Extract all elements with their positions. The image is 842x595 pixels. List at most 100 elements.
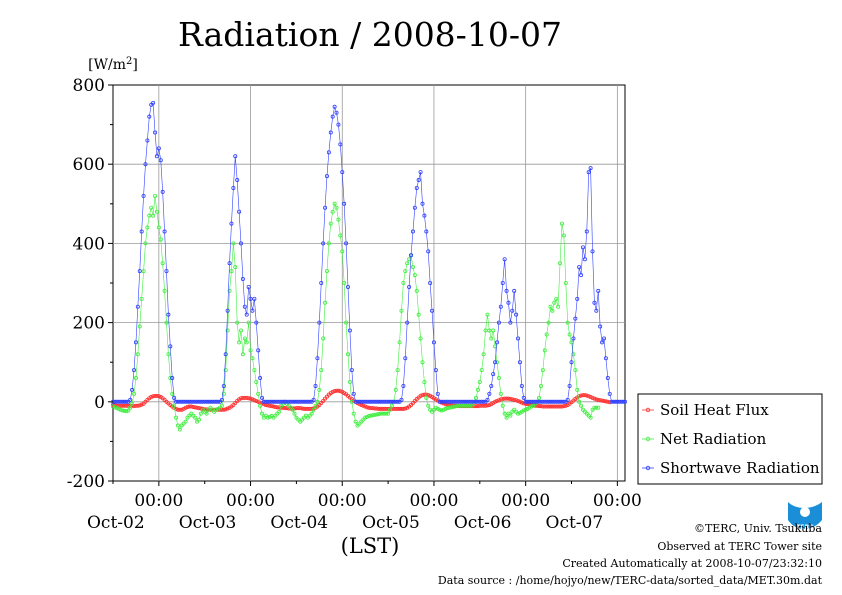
data-point-shortwave-radiation xyxy=(223,352,228,357)
data-point-net-radiation xyxy=(214,407,219,412)
data-point-soil-heat-flux xyxy=(240,395,245,400)
data-point-soil-heat-flux xyxy=(386,406,391,411)
data-point-net-radiation xyxy=(479,368,484,373)
data-point-shortwave-radiation xyxy=(443,399,448,404)
data-point-shortwave-radiation xyxy=(160,189,165,194)
data-point-shortwave-radiation xyxy=(407,284,412,289)
data-point-net-radiation xyxy=(420,360,425,365)
data-point-shortwave-radiation xyxy=(344,241,349,246)
data-point-shortwave-radiation xyxy=(559,399,564,404)
data-point-net-radiation xyxy=(135,352,140,357)
data-point-soil-heat-flux xyxy=(179,407,184,412)
data-point-soil-heat-flux xyxy=(307,406,312,411)
data-point-net-radiation xyxy=(544,332,549,337)
data-point-shortwave-radiation xyxy=(263,399,268,404)
data-point-soil-heat-flux xyxy=(596,397,601,402)
data-point-soil-heat-flux xyxy=(537,404,542,409)
data-point-shortwave-radiation xyxy=(391,399,396,404)
data-point-net-radiation xyxy=(351,411,356,416)
data-point-soil-heat-flux xyxy=(267,403,272,408)
data-point-shortwave-radiation xyxy=(145,138,150,143)
data-point-net-radiation xyxy=(435,406,440,411)
data-point-shortwave-radiation xyxy=(290,399,295,404)
data-point-shortwave-radiation xyxy=(496,320,501,325)
data-point-soil-heat-flux xyxy=(380,406,385,411)
data-point-shortwave-radiation xyxy=(147,114,152,119)
data-point-soil-heat-flux xyxy=(366,405,371,410)
data-point-shortwave-radiation xyxy=(174,399,179,404)
data-point-soil-heat-flux xyxy=(118,403,123,408)
data-point-shortwave-radiation xyxy=(237,209,242,214)
data-point-shortwave-radiation xyxy=(143,162,148,167)
data-point-shortwave-radiation xyxy=(586,170,591,175)
data-point-net-radiation xyxy=(334,205,339,210)
data-point-soil-heat-flux xyxy=(177,407,182,412)
data-point-shortwave-radiation xyxy=(206,399,211,404)
data-point-shortwave-radiation xyxy=(305,399,310,404)
data-point-soil-heat-flux xyxy=(221,407,226,412)
data-point-soil-heat-flux xyxy=(548,404,553,409)
data-point-shortwave-radiation xyxy=(535,399,540,404)
data-point-net-radiation xyxy=(223,368,228,373)
data-point-soil-heat-flux xyxy=(300,406,305,411)
data-point-shortwave-radiation xyxy=(485,397,490,402)
data-point-net-radiation xyxy=(172,403,177,408)
data-point-net-radiation xyxy=(227,288,232,293)
data-point-shortwave-radiation xyxy=(579,273,584,278)
data-point-shortwave-radiation xyxy=(261,399,266,404)
data-point-net-radiation xyxy=(378,411,383,416)
data-point-shortwave-radiation xyxy=(137,269,142,274)
legend: Soil Heat Flux Net Radiation Shortwave Rad… xyxy=(637,393,823,485)
data-point-shortwave-radiation xyxy=(273,399,278,404)
data-point-shortwave-radiation xyxy=(567,383,572,388)
data-point-net-radiation xyxy=(204,411,209,416)
data-point-net-radiation xyxy=(575,387,580,392)
data-point-shortwave-radiation xyxy=(544,399,549,404)
data-point-shortwave-radiation xyxy=(420,201,425,206)
data-point-shortwave-radiation xyxy=(452,399,457,404)
data-point-shortwave-radiation xyxy=(296,399,301,404)
data-point-shortwave-radiation xyxy=(240,277,245,282)
data-point-soil-heat-flux xyxy=(336,388,341,393)
data-point-soil-heat-flux xyxy=(252,398,257,403)
data-point-shortwave-radiation xyxy=(464,399,469,404)
data-point-shortwave-radiation xyxy=(548,399,553,404)
legend-marker-icon xyxy=(645,465,651,471)
data-point-net-radiation xyxy=(475,387,480,392)
data-point-net-radiation xyxy=(116,406,121,411)
data-point-net-radiation xyxy=(311,407,316,412)
data-point-shortwave-radiation xyxy=(540,399,545,404)
data-point-shortwave-radiation xyxy=(512,288,517,293)
data-point-shortwave-radiation xyxy=(233,154,238,159)
data-point-net-radiation xyxy=(418,336,423,341)
data-point-shortwave-radiation xyxy=(187,399,192,404)
data-point-net-radiation xyxy=(153,193,158,198)
data-point-shortwave-radiation xyxy=(135,304,140,309)
data-point-shortwave-radiation xyxy=(342,201,347,206)
data-point-net-radiation xyxy=(382,411,387,416)
data-point-shortwave-radiation xyxy=(326,150,331,155)
data-point-shortwave-radiation xyxy=(324,174,329,179)
data-point-net-radiation xyxy=(454,404,459,409)
data-point-shortwave-radiation xyxy=(473,399,478,404)
data-point-soil-heat-flux xyxy=(477,403,482,408)
data-point-shortwave-radiation xyxy=(122,399,127,404)
data-point-net-radiation xyxy=(452,404,457,409)
data-point-net-radiation xyxy=(372,412,377,417)
data-point-net-radiation xyxy=(592,405,597,410)
data-point-net-radiation xyxy=(225,328,230,333)
data-point-net-radiation xyxy=(219,403,224,408)
data-point-shortwave-radiation xyxy=(156,146,161,151)
data-point-shortwave-radiation xyxy=(441,399,446,404)
data-point-net-radiation xyxy=(538,383,543,388)
data-point-soil-heat-flux xyxy=(302,406,307,411)
x-tick-day-label: Oct-03 xyxy=(179,513,237,533)
data-point-shortwave-radiation xyxy=(111,399,116,404)
data-point-net-radiation xyxy=(571,352,576,357)
data-point-shortwave-radiation xyxy=(451,399,456,404)
data-point-shortwave-radiation xyxy=(330,114,335,119)
data-point-shortwave-radiation xyxy=(158,158,163,163)
x-tick-day-label: Oct-06 xyxy=(454,513,512,533)
data-point-soil-heat-flux xyxy=(475,404,480,409)
data-point-soil-heat-flux xyxy=(365,405,370,410)
